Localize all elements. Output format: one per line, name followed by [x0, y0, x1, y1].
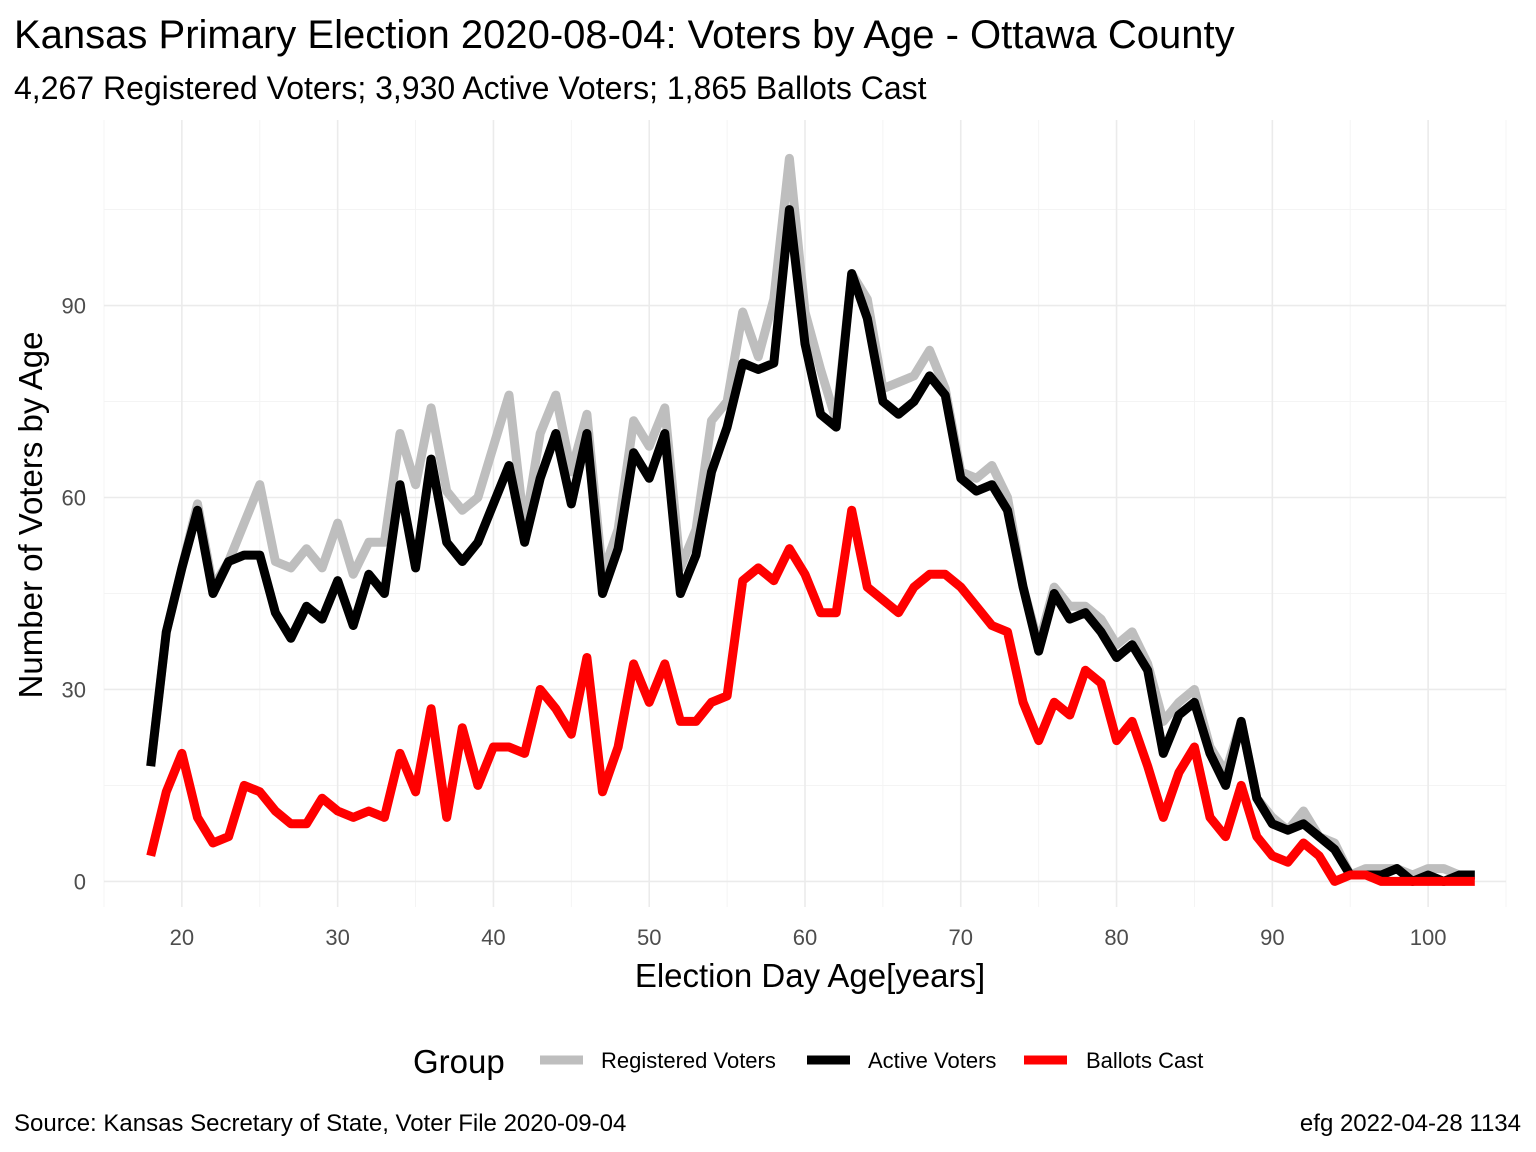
chart-subtitle: 4,267 Registered Voters; 3,930 Active Vo…: [14, 70, 927, 106]
x-tick-label: 50: [637, 925, 661, 950]
credit-caption: efg 2022-04-28 1134: [1300, 1110, 1521, 1137]
x-tick-label: 80: [1104, 925, 1128, 950]
x-axis-title: Election Day Age[years]: [635, 957, 985, 994]
legend: Group Registered Voters Active Voters Ball…: [413, 1043, 1203, 1080]
series-lines: [146, 153, 1475, 886]
series-line-registered-voters: [146, 153, 1475, 880]
x-tick-label: 70: [949, 925, 973, 950]
y-axis-ticks: 0 30 60 90: [62, 294, 86, 895]
x-tick-label: 20: [170, 925, 194, 950]
x-tick-label: 60: [793, 925, 817, 950]
series-line-ballots-cast: [146, 505, 1475, 886]
source-caption: Source: Kansas Secretary of State, Voter…: [14, 1110, 626, 1137]
legend-label-active-voters: Active Voters: [868, 1048, 996, 1073]
x-tick-label: 40: [481, 925, 505, 950]
y-tick-label: 60: [62, 486, 86, 511]
grid: [103, 120, 1507, 907]
legend-label-ballots-cast: Ballots Cast: [1086, 1048, 1203, 1073]
x-tick-label: 100: [1410, 925, 1447, 950]
legend-title: Group: [413, 1043, 505, 1080]
x-axis-ticks: 20 30 40 50 60 70 80 90 100: [170, 925, 1447, 950]
chart-title: Kansas Primary Election 2020-08-04: Vote…: [14, 13, 1235, 57]
legend-label-registered-voters: Registered Voters: [601, 1048, 776, 1073]
y-tick-label: 30: [62, 677, 86, 702]
x-tick-label: 90: [1260, 925, 1284, 950]
series-line-active-voters: [146, 205, 1475, 886]
y-tick-label: 90: [62, 294, 86, 319]
y-axis-title: Number of Voters by Age: [12, 332, 49, 699]
x-tick-label: 30: [325, 925, 349, 950]
y-tick-label: 0: [74, 869, 86, 894]
